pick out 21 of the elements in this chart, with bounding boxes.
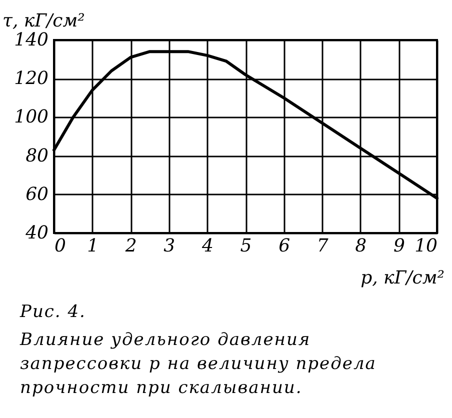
x-tick-label: 5 [240,236,252,256]
y-axis-title: τ, кГ/см² [2,10,85,32]
x-tick-label: 4 [200,236,214,256]
x-tick-label: 2 [124,236,137,256]
y-tick-label: 140 [14,30,48,50]
x-tick-label: 6 [278,236,290,256]
text: Рис. 4. [20,301,87,324]
x-tick-label: 3 [164,236,176,256]
y-tick-label: 80 [26,145,48,166]
y-tick-label: 120 [14,68,48,90]
x-tick-label: 7 [316,236,329,256]
y-tick-label: 60 [26,184,48,205]
x-tick-label: 1 [87,236,99,256]
y-tick-label: 100 [14,106,48,128]
x-tick-label: 9 [393,236,405,256]
y-tick-label: 40 [24,222,48,244]
x-tick-label: 10 [414,236,438,256]
x-axis-title: p, кГ/см² [360,268,444,288]
x-tick-label: 8 [355,236,367,256]
text: Влияние удельного давления запрессовки p на величину предела прочности при скалывании. [20,329,378,400]
x-tick-label: 0 [54,236,66,256]
